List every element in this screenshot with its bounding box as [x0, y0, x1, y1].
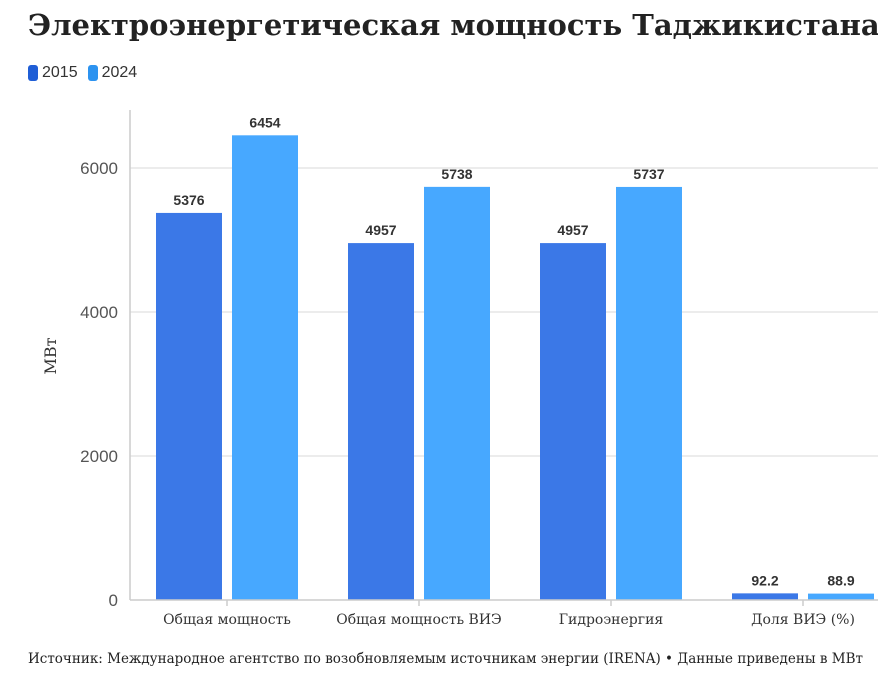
bar-2024: [616, 186, 682, 600]
data-label: 4957: [365, 222, 396, 238]
data-label: 88.9: [827, 573, 854, 589]
data-label: 5376: [173, 192, 204, 208]
x-tick-label: Гидроэнергия: [559, 612, 664, 628]
bar-2015: [540, 243, 606, 600]
legend: 2015 2024: [28, 64, 137, 82]
y-tick-label: 4000: [80, 303, 118, 322]
bar-2024: [232, 135, 298, 600]
data-label: 6454: [249, 114, 280, 130]
legend-item-2015[interactable]: 2015: [28, 64, 78, 82]
data-label: 5737: [633, 166, 664, 182]
x-tick-label: Общая мощность ВИЭ: [336, 612, 502, 628]
bar-2015: [348, 243, 414, 600]
legend-item-2024[interactable]: 2024: [87, 64, 138, 82]
legend-swatch-2024: [87, 65, 98, 81]
bar-2015: [156, 212, 222, 601]
legend-swatch-2015: [28, 65, 38, 81]
data-label: 92.2: [751, 572, 778, 588]
x-tick-label: Общая мощность: [163, 612, 291, 628]
source-note: Источник: Международное агентство по воз…: [28, 651, 863, 667]
y-tick-label: 6000: [80, 159, 118, 178]
y-axis-title: МВт: [41, 337, 60, 374]
bar-chart: 0 2000 4000 6000 МВт 5376 6454 Общая мощность 49…: [41, 110, 878, 628]
bar-2015: [732, 593, 798, 600]
x-tick-label: Доля ВИЭ (%): [751, 612, 855, 628]
chart-title: Электроэнергетическая мощность Таджикист…: [28, 8, 878, 42]
bar-2024: [424, 186, 490, 600]
bar-2024: [808, 593, 874, 600]
data-label: 5738: [441, 166, 472, 182]
legend-label-2024: 2024: [101, 64, 138, 81]
data-label: 4957: [557, 222, 588, 238]
y-tick-label: 2000: [80, 447, 118, 466]
legend-label-2015: 2015: [42, 64, 78, 81]
y-tick-label: 0: [109, 591, 118, 610]
